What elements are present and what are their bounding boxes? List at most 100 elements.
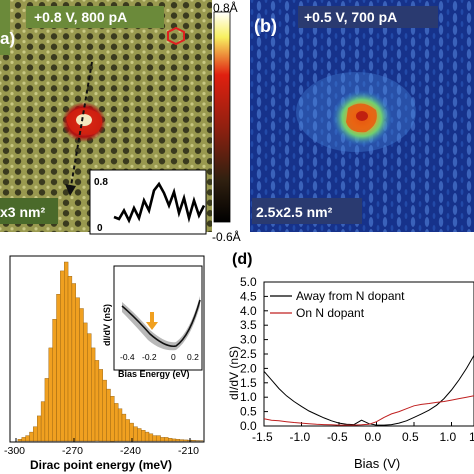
panel-c-xticks: [15, 438, 191, 442]
histogram-bar: [94, 360, 100, 442]
histogram-bar: [87, 333, 92, 442]
histogram-bar: [114, 403, 119, 442]
ytick-label: 0.0: [240, 419, 257, 433]
panel-c-inset-xtick-3: 0: [171, 352, 176, 362]
panel-c-xtick-2: -270: [62, 445, 83, 457]
histogram-bar: [117, 408, 123, 442]
panel-a-label: a): [0, 29, 15, 48]
xtick-label: -1.0: [290, 430, 311, 444]
histogram-bar: [56, 294, 61, 442]
histogram-bar: [79, 308, 84, 442]
histogram-bar: [171, 438, 177, 442]
histogram-bar: [144, 431, 150, 442]
histogram-bar: [187, 439, 192, 442]
panel-a: a) +0.8 V, 800 pA x3 nm² 0.8 0 0.8Å -0.6…: [0, 0, 241, 244]
xtick-label: -1.5: [252, 430, 273, 444]
histogram-bar: [40, 401, 46, 442]
histogram-bar: [98, 369, 104, 442]
histogram-bars: [17, 261, 204, 442]
histogram-bar: [141, 430, 146, 442]
panel-a-bias-box: [26, 6, 164, 28]
ytick-label: 5.0: [240, 275, 257, 289]
panel-b: (b) +0.5 V, 700 pA 2.5x2.5 nm²: [250, 0, 474, 232]
histogram-bar: [156, 435, 161, 442]
histogram-bar: [125, 419, 130, 442]
histogram-bar: [75, 297, 80, 442]
panel-c-xtick-3: -240: [120, 445, 141, 457]
panel-b-bias: +0.5 V, 700 pA: [304, 9, 397, 25]
panel-c: -300 -270 -240 -210 Dirac point energy (…: [4, 255, 205, 472]
panel-d: (d) 0.00.51.01.52.02.53.03.54.04.55.0 -1…: [227, 251, 474, 471]
colorbar-bottom-label: -0.6Å: [212, 229, 241, 244]
panel-c-inset-xlabel: Bias Energy (eV): [118, 369, 190, 379]
panel-d-series-on: [263, 395, 474, 426]
panel-c-inset-band: [122, 296, 200, 351]
panel-c-xlabel: Dirac point energy (meV): [30, 458, 172, 472]
ytick-label: 1.0: [240, 390, 257, 404]
panel-d-ylabel: dI/dV (nS): [227, 346, 241, 400]
panel-a-inset: [89, 169, 207, 235]
histogram-bar: [121, 413, 127, 442]
histogram-bar: [191, 440, 196, 442]
ytick-label: 4.5: [240, 289, 257, 303]
panel-a-scale-box: [0, 198, 58, 224]
panel-b-scale-box: [252, 198, 362, 224]
panel-d-label: (d): [232, 251, 252, 268]
histogram-bar: [67, 276, 73, 442]
panel-c-inset-ylabel: dI/dV (nS): [102, 304, 112, 346]
xtick-label: 0.5: [402, 430, 419, 444]
xtick-label: 1.0: [440, 430, 457, 444]
histogram-bar: [44, 378, 50, 442]
panel-b-bias-box: [298, 6, 438, 28]
panel-c-inset-xtick-4: 0.2: [187, 352, 199, 362]
xtick-label: 1: [469, 430, 474, 444]
ytick-label: 2.5: [240, 347, 257, 361]
panel-c-xtick-4: -210: [178, 445, 199, 457]
histogram-bar: [110, 396, 115, 442]
ytick-label: 3.0: [240, 333, 257, 347]
panel-d-xticks: -1.5 -1.0 -0.5 0.0 0.5 1.0 1: [252, 422, 474, 444]
panel-a-scale: x3 nm²: [0, 204, 45, 220]
panel-a-bias: +0.8 V, 800 pA: [34, 9, 127, 25]
histogram-bar: [21, 437, 26, 442]
histogram-bar: [167, 438, 173, 442]
histogram-bar: [29, 431, 34, 442]
panel-c-xtick-1: -300: [4, 445, 25, 457]
panel-c-inset-xtick-2: -0.2: [142, 352, 157, 362]
histogram-bar: [25, 435, 30, 442]
line-profile-arrow: [69, 61, 93, 193]
histogram-bar: [17, 439, 22, 442]
histogram-bar: [137, 428, 142, 442]
panel-c-inset-arrow: [146, 312, 158, 330]
histogram-bar: [179, 439, 184, 442]
histogram-bar: [37, 415, 42, 442]
panel-a-inset-profile: [113, 181, 206, 224]
histogram-bar: [175, 439, 180, 442]
histogram-bar: [48, 347, 53, 442]
panel-a-inset-ytick-bottom: 0: [97, 223, 103, 234]
ytick-label: 4.0: [240, 304, 257, 318]
histogram-bar: [183, 439, 188, 442]
ytick-label: 3.5: [240, 318, 257, 332]
histogram-bar: [160, 437, 165, 442]
panel-d-yticks: 0.00.51.01.52.02.53.03.54.04.55.0: [240, 275, 268, 433]
panel-d-xlabel: Bias (V): [354, 456, 400, 471]
histogram-bar: [102, 379, 107, 442]
panel-d-series-away: [263, 355, 474, 426]
xtick-label: 0.0: [365, 430, 382, 444]
hexagon-marker: [167, 26, 185, 46]
histogram-bar: [33, 426, 38, 442]
colorbar: [213, 11, 231, 223]
histogram-bar: [63, 261, 69, 442]
histogram-bar: [52, 319, 57, 442]
histogram-bar: [133, 426, 138, 442]
legend-label-away: Away from N dopant: [296, 289, 405, 303]
panel-c-inset-xtick-1: -0.4: [120, 352, 135, 362]
xtick-label: -0.5: [327, 430, 348, 444]
panel-d-legend: Away from N dopant On N dopant: [270, 289, 405, 320]
panel-b-label: (b): [254, 16, 277, 36]
histogram-bar: [60, 270, 65, 442]
histogram-bar: [83, 322, 88, 442]
ytick-label: 2.0: [240, 361, 257, 375]
histogram-bar: [90, 347, 96, 442]
